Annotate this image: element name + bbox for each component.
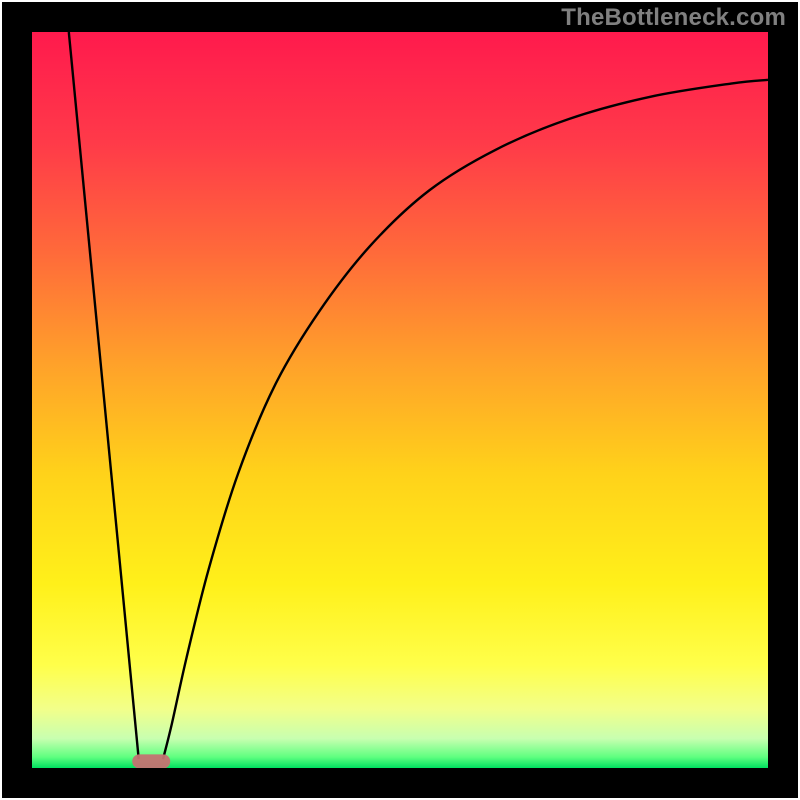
bottleneck-curve-chart [0, 0, 800, 800]
watermark-text: TheBottleneck.com [561, 4, 786, 32]
minimum-marker [132, 754, 170, 768]
chart-container: TheBottleneck.com [0, 0, 800, 800]
plot-gradient-background [32, 32, 768, 768]
